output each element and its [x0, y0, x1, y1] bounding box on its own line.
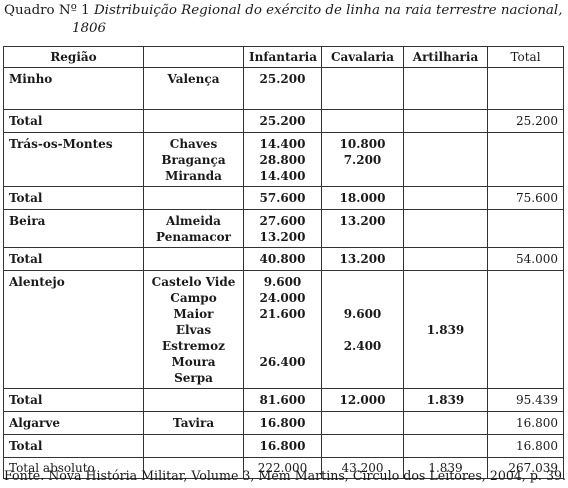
table-row: Trás-os-Montes Chaves Bragança Miranda 1… [3, 132, 564, 187]
subtotal-cavalaria: 13.200 [321, 247, 404, 271]
caption-title-line2: 1806 [72, 21, 107, 36]
table-caption: Quadro Nº 1 Distribuição Regional do exé… [4, 2, 564, 38]
caption-title-line1: Distribuição Regional do exército de lin… [93, 3, 563, 18]
total-cell [487, 132, 564, 187]
header-cavalaria: Cavalaria [321, 46, 404, 68]
subtotal-label: Total [3, 186, 144, 210]
subtotal-total: 25.200 [487, 109, 564, 133]
total-cell [487, 209, 564, 248]
header-artilharia: Artilharia [403, 46, 488, 68]
subtotal-cavalaria: 18.000 [321, 186, 404, 210]
header-infantaria: Infantaria [243, 46, 322, 68]
region-name: Minho [3, 67, 144, 110]
region-name: Algarve [3, 411, 144, 435]
subtotal-infantaria: 57.600 [243, 186, 322, 210]
place-cell: Almeida Penamacor [143, 209, 244, 248]
army-distribution-table: Região Infantaria Cavalaria Artilharia T… [3, 46, 564, 479]
infantaria-cell: 25.200 [243, 67, 322, 110]
cavalaria-cell: 13.200 [321, 209, 404, 248]
cavalaria-cell: 9.600 2.400 [321, 270, 404, 389]
header-regiao: Região [3, 46, 144, 68]
region-name: Beira [3, 209, 144, 248]
artilharia-cell [403, 411, 488, 435]
table-row: Total 57.600 18.000 75.600 [3, 186, 564, 210]
infantaria-cell: 27.600 13.200 [243, 209, 322, 248]
subtotal-infantaria: 40.800 [243, 247, 322, 271]
header-total: Total [487, 46, 564, 68]
artilharia-cell [403, 132, 488, 187]
subtotal-label: Total [3, 388, 144, 412]
infantaria-cell: 16.800 [243, 411, 322, 435]
subtotal-label: Total [3, 247, 144, 271]
subtotal-artilharia [403, 247, 488, 271]
subtotal-total: 16.800 [487, 434, 564, 458]
table-row: Total 16.800 16.800 [3, 434, 564, 458]
place-cell: Tavira [143, 411, 244, 435]
artilharia-cell [403, 209, 488, 248]
grand-total-label: Total absoluto [3, 457, 144, 479]
table-row: Algarve Tavira 16.800 16.800 [3, 411, 564, 435]
grand-total-row: Total absoluto 222.000 43.200 1.839 267.… [3, 457, 564, 479]
subtotal-label: Total [3, 109, 144, 133]
cavalaria-cell [321, 67, 404, 110]
table-row: Beira Almeida Penamacor 27.600 13.200 13… [3, 209, 564, 248]
subtotal-total: 75.600 [487, 186, 564, 210]
cavalaria-cell [321, 411, 404, 435]
artilharia-cell [403, 67, 488, 110]
caption-label: Quadro Nº 1 [4, 3, 90, 18]
source-note: Fonte. Nova História Militar, Volume 3, … [4, 468, 566, 483]
infantaria-cell: 9.600 24.000 21.600 26.400 [243, 270, 322, 389]
subtotal-label: Total [3, 434, 144, 458]
subtotal-infantaria: 16.800 [243, 434, 322, 458]
grand-total-total: 267.039 [487, 457, 564, 479]
subtotal-cavalaria [321, 434, 404, 458]
place-cell: Castelo Vide Campo Maior Elvas Estremoz … [143, 270, 244, 389]
subtotal-artilharia [403, 186, 488, 210]
grand-total-infantaria: 222.000 [243, 457, 322, 479]
region-name: Alentejo [3, 270, 144, 389]
table-row: Total 81.600 12.000 1.839 95.439 [3, 388, 564, 412]
table-row: Minho Valença 25.200 [3, 67, 564, 110]
table-row: Total 40.800 13.200 54.000 [3, 247, 564, 271]
header-row: Região Infantaria Cavalaria Artilharia T… [3, 46, 564, 68]
place-cell: Chaves Bragança Miranda [143, 132, 244, 187]
subtotal-cavalaria [321, 109, 404, 133]
artilharia-cell: 1.839 [403, 270, 488, 389]
table-row: Alentejo Castelo Vide Campo Maior Elvas … [3, 270, 564, 389]
total-cell [487, 270, 564, 389]
region-name: Trás-os-Montes [3, 132, 144, 187]
subtotal-total: 54.000 [487, 247, 564, 271]
infantaria-cell: 14.400 28.800 14.400 [243, 132, 322, 187]
subtotal-artilharia [403, 434, 488, 458]
header-place [143, 46, 244, 68]
cavalaria-cell: 10.800 7.200 [321, 132, 404, 187]
subtotal-artilharia: 1.839 [403, 388, 488, 412]
subtotal-total: 95.439 [487, 388, 564, 412]
subtotal-cavalaria: 12.000 [321, 388, 404, 412]
table-row: Total 25.200 25.200 [3, 109, 564, 133]
total-cell: 16.800 [487, 411, 564, 435]
subtotal-artilharia [403, 109, 488, 133]
place-cell: Valença [143, 67, 244, 110]
total-cell [487, 67, 564, 110]
subtotal-infantaria: 81.600 [243, 388, 322, 412]
subtotal-infantaria: 25.200 [243, 109, 322, 133]
grand-total-cavalaria: 43.200 [321, 457, 404, 479]
